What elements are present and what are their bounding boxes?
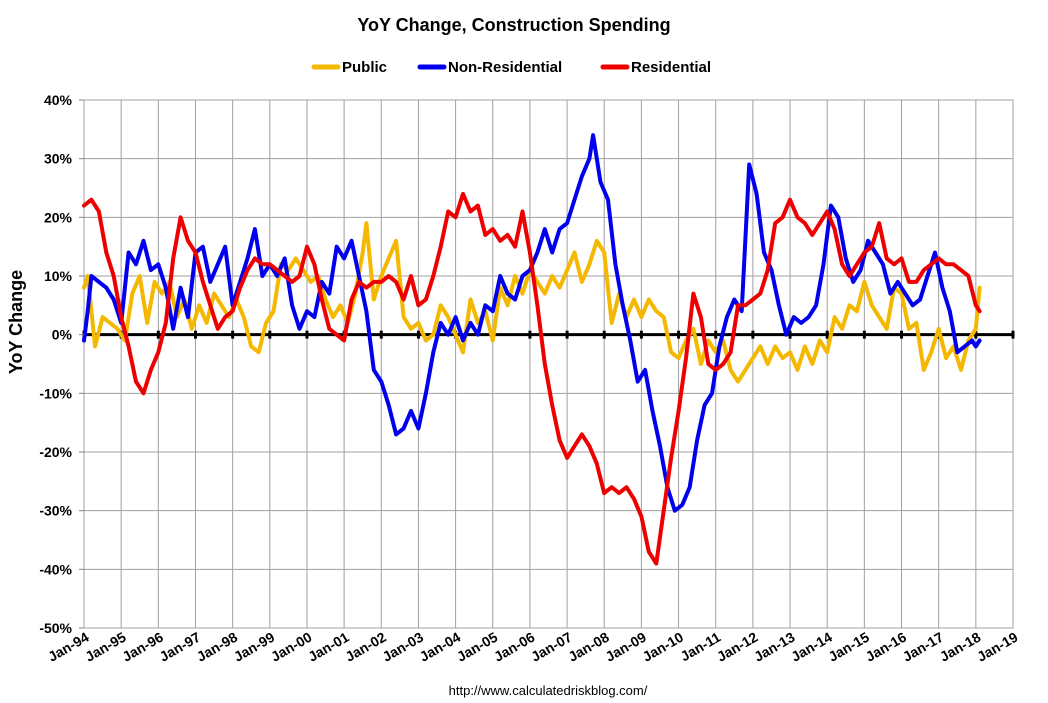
x-tick-label: Jan-98: [194, 629, 241, 665]
x-tick-label: Jan-09: [602, 629, 649, 665]
x-tick-label: Jan-96: [119, 629, 166, 665]
y-tick-label: 40%: [44, 92, 73, 108]
legend-item-residential: Residential: [600, 59, 711, 76]
x-tick-label: Jan-00: [268, 629, 315, 665]
x-tick-label: Jan-07: [528, 629, 575, 665]
x-tick-label: Jan-10: [640, 629, 687, 665]
x-tick-label: Jan-01: [305, 629, 352, 665]
x-tick-label: Jan-97: [157, 629, 204, 665]
legend-label: Non-Residential: [448, 59, 562, 76]
x-tick-label: Jan-16: [863, 629, 910, 665]
x-tick-label: Jan-04: [417, 629, 464, 665]
chart-title: YoY Change, Construction Spending: [357, 15, 670, 35]
y-axis-label: YoY Change: [6, 270, 26, 374]
y-tick-label: 30%: [44, 151, 73, 167]
series-line-non-residential: [82, 133, 982, 513]
legend: Public Non-Residential Residential: [311, 59, 711, 76]
y-tick-label: -10%: [39, 385, 72, 401]
y-tick-label: -20%: [39, 444, 72, 460]
series-line-residential: [82, 191, 982, 566]
x-tick-label: Jan-11: [677, 629, 723, 665]
legend-label: Public: [342, 59, 387, 76]
x-tick-label: Jan-08: [565, 629, 612, 665]
x-tick-label: Jan-13: [751, 629, 798, 665]
x-tick-label: Jan-17: [900, 629, 947, 665]
y-tick-label: 20%: [44, 209, 73, 225]
x-tick-label: Jan-14: [788, 629, 835, 665]
x-tick-label: Jan-95: [82, 629, 129, 665]
legend-item-public: Public: [311, 59, 387, 76]
y-tick-label: -40%: [39, 561, 72, 577]
x-tick-label: Jan-15: [825, 629, 872, 665]
y-axis-ticks: 40% 30% 20% 10% 0% -10% -20% -30% -40% -50%: [39, 92, 84, 636]
y-tick-label: 10%: [44, 268, 73, 284]
x-tick-label: Jan-99: [231, 629, 278, 665]
y-tick-label: -30%: [39, 503, 72, 519]
x-tick-label: Jan-05: [454, 629, 501, 665]
y-tick-label: 0%: [52, 327, 73, 343]
series-lines: [82, 133, 982, 566]
x-tick-label: Jan-03: [380, 629, 427, 665]
x-tick-label: Jan-02: [342, 629, 389, 665]
source-url: http://www.calculatedriskblog.com/: [449, 683, 648, 698]
y-tick-label: -50%: [39, 620, 72, 636]
legend-label: Residential: [631, 59, 711, 76]
grid: [83, 99, 1014, 629]
plot-area: [83, 99, 1014, 629]
legend-item-non-residential: Non-Residential: [417, 59, 562, 76]
x-tick-label: Jan-06: [491, 629, 538, 665]
x-tick-label: Jan-18: [937, 629, 984, 665]
x-axis-ticks: Jan-94Jan-95Jan-96Jan-97Jan-98Jan-99Jan-…: [45, 629, 1021, 665]
x-tick-label: Jan-19: [974, 629, 1021, 665]
x-tick-label: Jan-12: [714, 629, 761, 665]
